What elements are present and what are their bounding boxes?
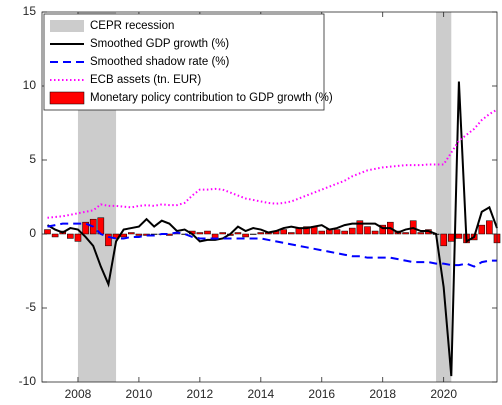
bar [219,232,227,235]
x-tick-label: 2014 [247,387,274,401]
bar [196,232,204,235]
series-line [47,222,497,268]
bar [287,232,295,235]
x-tick-label: 2018 [369,387,396,401]
legend-box [43,13,325,111]
y-tick-label: 10 [23,78,37,92]
bar [135,233,143,236]
bar [348,227,356,235]
bar [440,233,447,247]
bar [402,232,409,235]
bar [280,229,287,235]
legend-swatch [49,91,85,105]
bar [333,229,341,235]
bar [447,233,455,242]
x-tick-label: 2010 [126,387,153,401]
bar [242,233,249,238]
bar [82,221,89,235]
bar [341,230,348,235]
x-tick-label: 2008 [65,387,92,401]
bar [257,232,265,235]
bar [379,224,387,235]
legend-swatch [50,20,84,32]
bar [204,230,211,235]
x-tick-label: 2020 [430,387,457,401]
series-line [47,108,498,219]
bar [234,232,242,235]
legend-label: Smoothed shadow rate (%) [90,56,230,68]
legend-label: Monetary policy contribution to GDP grow… [90,92,333,104]
x-tick-label: 2012 [187,387,214,401]
bar [127,232,135,235]
legend-label: Smoothed GDP growth (%) [90,38,229,50]
bar [51,233,59,238]
bar [455,233,463,239]
bar [356,220,364,235]
bar [417,232,425,235]
bar [74,233,82,242]
bar [105,233,112,247]
y-tick-label: 5 [29,152,36,166]
bar [486,220,493,235]
bar [249,233,257,235]
bar [150,233,158,235]
bar [364,226,371,235]
recession-band [436,12,452,382]
bar [371,230,379,235]
bar [303,226,310,235]
y-tick-label: -10 [19,374,37,388]
bar [44,229,51,235]
legend-label: ECB assets (tn. EUR) [90,74,201,86]
legend-label: CEPR recession [90,20,174,32]
y-tick-label: 0 [29,226,36,240]
y-tick-label: -5 [25,300,36,314]
x-tick-label: 2016 [308,387,335,401]
bar [478,224,486,235]
legend: CEPR recession Smoothed GDP growth (%) Smo… [43,13,333,111]
plot-frame [41,11,498,383]
y-tick-label: 15 [23,4,37,18]
series-line [46,81,498,377]
bar [67,233,74,239]
bar [318,230,326,235]
